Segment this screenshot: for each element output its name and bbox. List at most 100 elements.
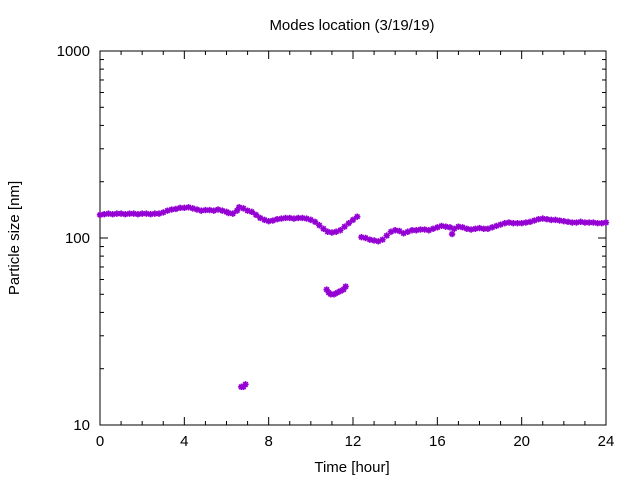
data-point — [552, 216, 559, 224]
data-point — [252, 211, 260, 219]
data-point — [514, 219, 521, 227]
data-point — [501, 219, 508, 227]
data-point — [311, 218, 319, 226]
data-point — [448, 230, 456, 238]
x-tick-label: 8 — [264, 433, 272, 450]
data-point — [522, 219, 530, 226]
tick-labels: 0 4 8 12 16 20 24 10 100 1000 — [57, 43, 615, 450]
data-point — [590, 219, 597, 226]
data-point — [160, 209, 167, 216]
data-point — [181, 204, 188, 212]
data-point — [345, 219, 352, 227]
data-point — [138, 210, 146, 217]
data-point — [526, 218, 534, 226]
axis-ticks — [99, 50, 607, 426]
data-point — [117, 210, 125, 217]
data-point — [488, 224, 496, 231]
data-point — [366, 236, 374, 243]
data-point — [421, 226, 428, 233]
data-point — [408, 227, 416, 234]
data-point — [341, 223, 348, 230]
data-points — [96, 204, 610, 391]
data-point — [594, 219, 601, 227]
x-tick-label: 20 — [513, 433, 530, 450]
data-point — [324, 228, 331, 235]
data-point — [143, 210, 150, 217]
data-point — [434, 224, 441, 231]
data-point — [130, 210, 137, 217]
data-point — [400, 230, 407, 237]
data-point — [560, 217, 568, 225]
data-point — [543, 216, 551, 223]
data-point — [273, 216, 281, 223]
data-point — [323, 286, 330, 293]
data-point — [556, 217, 563, 224]
data-point — [425, 227, 433, 234]
data-point — [248, 208, 255, 216]
data-point — [113, 210, 121, 217]
data-point — [265, 217, 272, 225]
data-point — [96, 211, 104, 219]
data-point — [164, 207, 171, 214]
data-point — [484, 225, 492, 232]
x-tick-label: 12 — [345, 433, 362, 450]
data-point — [316, 222, 323, 229]
data-point — [240, 383, 247, 391]
data-point — [210, 207, 218, 214]
data-point — [257, 214, 264, 222]
data-point — [459, 224, 466, 231]
data-point — [581, 219, 589, 226]
data-point — [476, 224, 483, 232]
data-point — [328, 229, 336, 236]
data-point — [240, 205, 247, 212]
data-point — [214, 206, 222, 213]
data-point — [375, 238, 382, 245]
data-point — [202, 206, 209, 214]
data-point — [539, 215, 546, 222]
data-point — [193, 206, 201, 213]
data-point — [547, 216, 555, 224]
y-tick-label: 10 — [73, 417, 90, 434]
data-point — [286, 214, 293, 222]
data-point — [333, 289, 341, 296]
data-point — [172, 205, 180, 213]
data-point — [362, 234, 369, 242]
data-point — [342, 283, 349, 290]
data-point — [189, 205, 196, 212]
data-point — [387, 228, 395, 235]
y-tick-label: 100 — [65, 230, 90, 247]
data-point — [219, 207, 226, 214]
data-point — [417, 226, 424, 233]
x-tick-label: 4 — [180, 433, 188, 450]
data-point — [535, 216, 542, 223]
data-point — [602, 219, 610, 226]
data-point — [198, 207, 205, 214]
data-point — [337, 227, 344, 234]
data-point — [451, 225, 458, 232]
data-point — [404, 228, 412, 235]
data-point — [294, 214, 302, 222]
data-point — [340, 286, 347, 293]
data-point — [176, 204, 184, 212]
data-point — [155, 210, 163, 217]
data-point — [463, 225, 471, 232]
data-point — [225, 209, 232, 217]
data-point — [269, 217, 277, 224]
data-point — [282, 214, 289, 222]
data-point — [299, 214, 306, 222]
data-point — [391, 227, 399, 234]
data-point — [467, 226, 475, 233]
data-point — [126, 210, 133, 217]
x-tick-label: 16 — [429, 433, 446, 450]
data-point — [442, 223, 449, 230]
data-point — [493, 222, 500, 230]
data-point — [573, 219, 580, 226]
data-point — [564, 218, 572, 226]
data-point — [472, 225, 479, 232]
data-point — [337, 287, 344, 295]
data-point — [122, 211, 129, 218]
plot-frame — [99, 50, 607, 426]
data-point — [358, 233, 365, 241]
